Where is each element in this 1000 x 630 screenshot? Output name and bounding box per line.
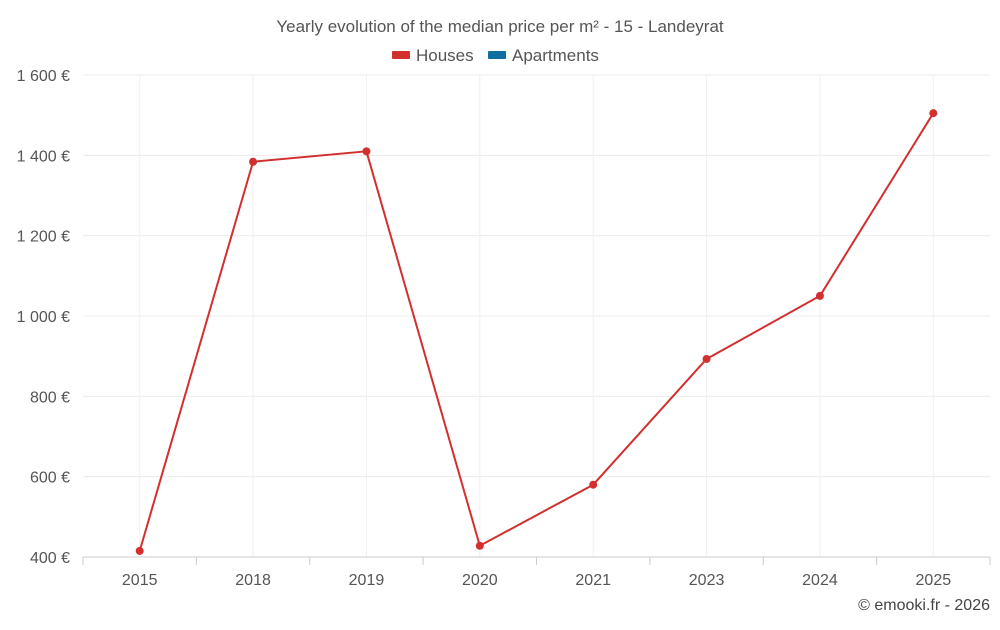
y-tick-label: 600 € [30,470,70,487]
data-point[interactable] [929,109,938,118]
credit-text: © emooki.fr - 2026 [858,597,990,614]
legend-swatch-houses [392,51,410,59]
data-point[interactable] [135,546,144,555]
series-line [138,112,935,552]
legend-swatch-apartments [488,51,506,59]
legend-label-apartments: Apartments [512,46,599,65]
data-point[interactable] [249,157,258,166]
data-point[interactable] [589,480,598,489]
legend-label-houses: Houses [416,46,474,65]
x-tick-label: 2018 [235,572,271,589]
series-houses [135,109,938,555]
x-tick-label: 2021 [575,572,611,589]
y-tick-label: 1 200 € [17,229,70,246]
chart-title: Yearly evolution of the median price per… [276,17,724,36]
legend-item-houses[interactable]: Houses [392,46,474,65]
y-tick-label: 400 € [30,550,70,567]
legend-item-apartments[interactable]: Apartments [488,46,599,65]
y-axis: 400 € 600 € 800 € 1 000 € 1 200 € 1 400 € 1 60… [17,68,70,567]
data-point[interactable] [815,291,824,300]
y-tick-label: 1 000 € [17,309,70,326]
x-tick-label: 2024 [802,572,838,589]
y-tick-label: 800 € [30,389,70,406]
x-tick-label: 2019 [349,572,385,589]
y-tick-label: 1 600 € [17,68,70,85]
x-axis: 2015 2018 2019 2020 2021 2023 2024 2025 [82,556,991,589]
legend: Houses Apartments [392,46,599,65]
grid [83,74,990,558]
x-tick-label: 2023 [689,572,725,589]
data-point[interactable] [362,147,371,156]
x-tick-label: 2025 [916,572,952,589]
data-point[interactable] [702,354,711,363]
x-tick-label: 2015 [122,572,158,589]
data-point[interactable] [475,541,484,550]
x-tick-label: 2020 [462,572,498,589]
y-tick-label: 1 400 € [17,148,70,165]
